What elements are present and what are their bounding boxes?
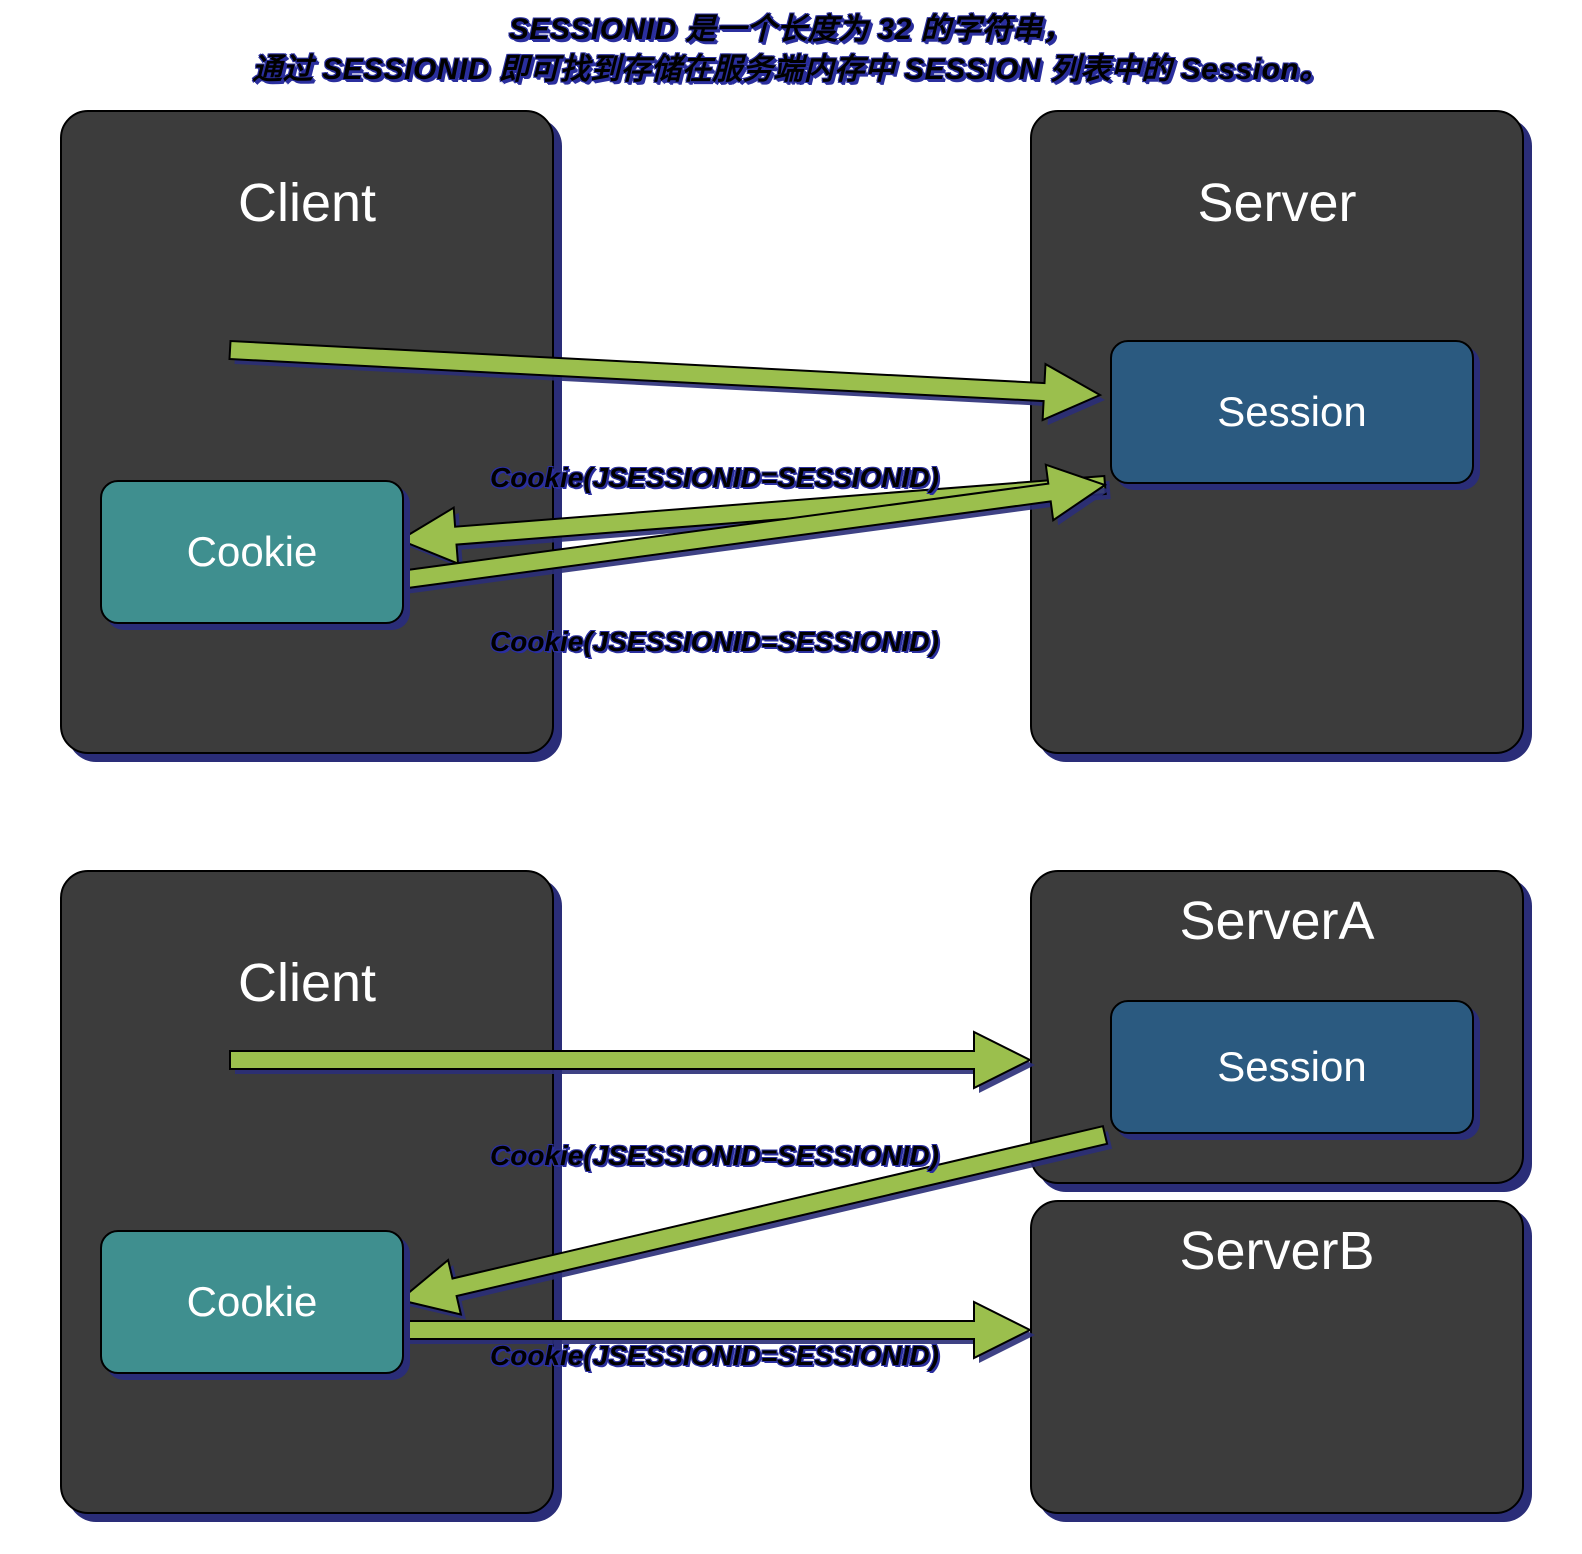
d2-arrow2-label: Cookie(JSESSIONID=SESSIONID) xyxy=(490,1140,939,1172)
d1-session-label: Session xyxy=(1217,388,1366,436)
d2-serverB-panel: ServerB xyxy=(1030,1200,1524,1514)
header-line-2: 通过 SESSIONID 即可找到存储在服务端内存中 SESSION 列表中的 … xyxy=(0,44,1582,88)
d2-session-label: Session xyxy=(1217,1043,1366,1091)
header-line-1: SESSIONID 是一个长度为 32 的字符串， xyxy=(0,4,1582,48)
d2-arrow3-label: Cookie(JSESSIONID=SESSIONID) xyxy=(490,1340,939,1372)
d2-client-title: Client xyxy=(62,952,552,1014)
d1-session-chip: Session xyxy=(1110,340,1474,484)
d1-cookie-label: Cookie xyxy=(187,528,318,576)
d1-arrow3-label: Cookie(JSESSIONID=SESSIONID) xyxy=(490,626,939,658)
d2-cookie-chip: Cookie xyxy=(100,1230,404,1374)
d2-serverA-title: ServerA xyxy=(1032,890,1522,952)
d2-client-panel: Client xyxy=(60,870,554,1514)
d2-session-chip: Session xyxy=(1110,1000,1474,1134)
d1-client-title: Client xyxy=(62,172,552,234)
d1-client-panel: Client xyxy=(60,110,554,754)
d1-arrow2-label: Cookie(JSESSIONID=SESSIONID) xyxy=(490,462,939,494)
d1-cookie-chip: Cookie xyxy=(100,480,404,624)
d2-serverB-title: ServerB xyxy=(1032,1220,1522,1282)
d2-cookie-label: Cookie xyxy=(187,1278,318,1326)
d1-server-title: Server xyxy=(1032,172,1522,234)
diagram-stage: SESSIONID 是一个长度为 32 的字符串， 通过 SESSIONID 即… xyxy=(0,0,1582,1554)
